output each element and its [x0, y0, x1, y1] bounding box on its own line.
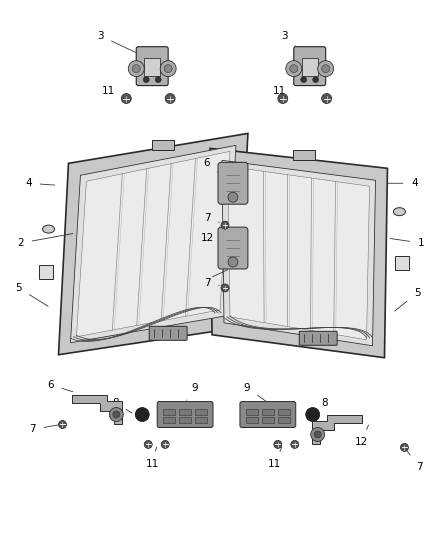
Circle shape [135, 408, 149, 422]
Circle shape [144, 440, 152, 448]
Text: 8: 8 [112, 398, 132, 413]
Polygon shape [210, 148, 388, 358]
Bar [179, 409, 191, 415]
Text: 8: 8 [314, 398, 328, 415]
Circle shape [321, 64, 330, 72]
Polygon shape [312, 415, 361, 445]
Text: 3: 3 [282, 31, 301, 52]
Bar [302, 58, 318, 76]
Circle shape [161, 440, 169, 448]
Text: 4: 4 [387, 178, 418, 188]
Text: 11: 11 [145, 447, 159, 470]
Text: 12: 12 [355, 425, 368, 447]
Text: 6: 6 [204, 158, 220, 174]
Circle shape [143, 77, 149, 83]
Text: 7: 7 [204, 278, 219, 288]
Bar [293, 150, 314, 160]
Circle shape [321, 94, 332, 103]
Circle shape [121, 94, 131, 103]
Polygon shape [228, 166, 370, 340]
Polygon shape [59, 133, 248, 355]
FancyBboxPatch shape [240, 401, 296, 427]
Circle shape [318, 61, 334, 77]
Bar [278, 409, 290, 415]
Circle shape [221, 221, 229, 229]
Bar [39, 265, 53, 279]
Text: 7: 7 [406, 450, 423, 472]
Bar [163, 416, 175, 423]
Bar [195, 409, 207, 415]
Bar [152, 140, 174, 150]
Text: 1: 1 [390, 238, 425, 248]
Polygon shape [72, 394, 122, 424]
Circle shape [160, 61, 176, 77]
Circle shape [165, 94, 175, 103]
Text: 3: 3 [97, 31, 136, 52]
Circle shape [274, 440, 282, 448]
Bar [396, 256, 410, 270]
Bar [195, 416, 207, 423]
Circle shape [314, 431, 321, 438]
Polygon shape [222, 160, 375, 346]
FancyBboxPatch shape [218, 163, 248, 204]
Circle shape [400, 443, 408, 451]
Ellipse shape [42, 225, 54, 233]
Text: 12: 12 [201, 233, 222, 243]
Circle shape [301, 77, 307, 83]
Polygon shape [77, 151, 230, 337]
Text: 11: 11 [102, 86, 124, 98]
Text: 9: 9 [187, 383, 198, 400]
FancyBboxPatch shape [218, 227, 248, 269]
Circle shape [110, 408, 124, 422]
Text: 7: 7 [29, 424, 58, 434]
Circle shape [132, 64, 140, 72]
Circle shape [286, 61, 302, 77]
Circle shape [221, 284, 229, 292]
Circle shape [278, 94, 288, 103]
FancyBboxPatch shape [149, 326, 187, 340]
Text: 6: 6 [47, 379, 73, 392]
Circle shape [113, 411, 120, 418]
Circle shape [228, 192, 238, 202]
Polygon shape [71, 146, 236, 343]
FancyBboxPatch shape [299, 332, 337, 345]
Circle shape [290, 64, 298, 72]
Circle shape [155, 77, 161, 83]
Bar [262, 416, 274, 423]
Bar [246, 416, 258, 423]
Circle shape [164, 64, 172, 72]
FancyBboxPatch shape [157, 401, 213, 427]
Text: 11: 11 [273, 86, 286, 99]
Bar [144, 58, 160, 76]
Circle shape [291, 440, 299, 448]
FancyBboxPatch shape [136, 47, 168, 86]
Ellipse shape [393, 208, 406, 216]
Bar [278, 416, 290, 423]
Circle shape [128, 61, 144, 77]
Bar [163, 409, 175, 415]
Circle shape [306, 408, 320, 422]
Bar [246, 409, 258, 415]
Text: 2: 2 [18, 233, 73, 248]
FancyBboxPatch shape [294, 47, 326, 86]
Text: 7: 7 [204, 213, 219, 223]
Circle shape [228, 257, 238, 267]
Circle shape [59, 421, 67, 429]
Text: 10: 10 [212, 258, 248, 277]
Circle shape [311, 427, 325, 441]
Circle shape [313, 77, 319, 83]
Text: 9: 9 [244, 383, 265, 401]
Bar [179, 416, 191, 423]
Text: 5: 5 [15, 283, 48, 306]
Text: 11: 11 [268, 447, 282, 470]
Text: 5: 5 [395, 288, 420, 311]
Text: 4: 4 [25, 178, 55, 188]
Bar [262, 409, 274, 415]
